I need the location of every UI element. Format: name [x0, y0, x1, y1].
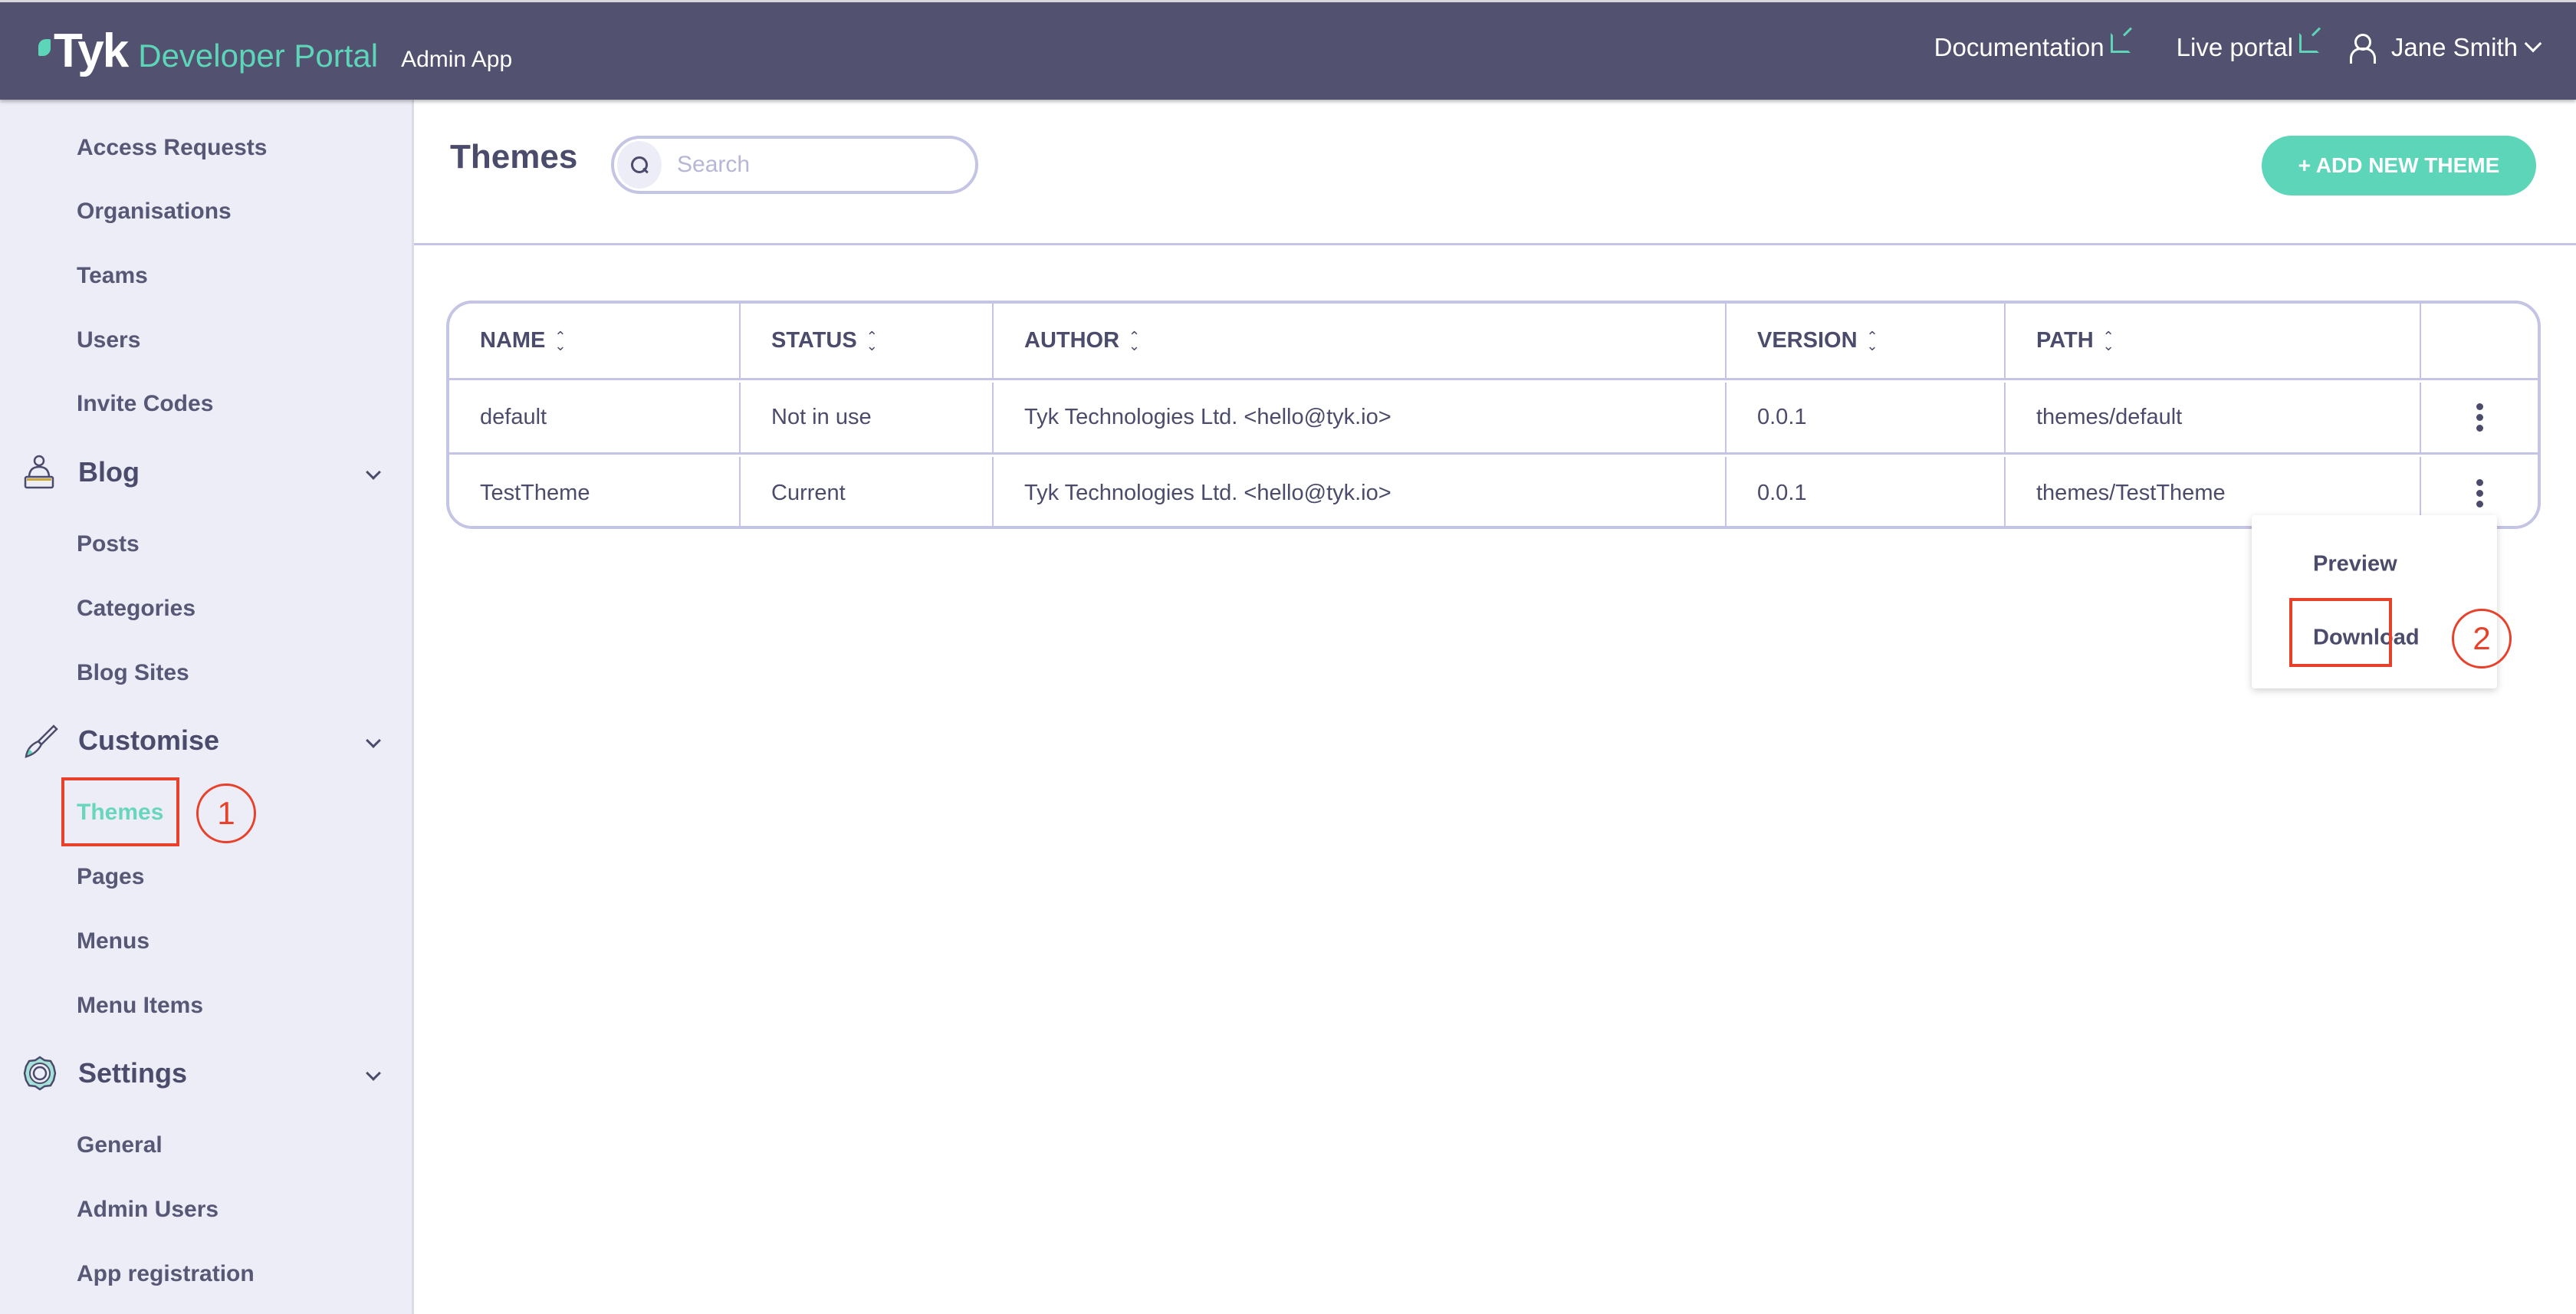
table-row: TestTheme Current Tyk Technologies Ltd. … [449, 457, 2538, 526]
chevron-down-icon [2524, 34, 2542, 53]
sidebar-item-blog-sites[interactable]: Blog Sites [77, 660, 189, 685]
table-header-row: NAME ⌃ ⌄ STATUS ⌃ ⌄ AUTHOR ⌃ ⌄ VERSION ⌃ ⌄ PATH ⌃… [449, 304, 2538, 380]
row-actions-button[interactable] [2421, 457, 2538, 526]
documentation-label: Documentation [1934, 33, 2104, 61]
user-menu[interactable]: Jane Smith [2390, 33, 2542, 62]
column-header-version[interactable]: VERSION ⌃ ⌄ [1727, 304, 2006, 378]
sort-icon: ⌃ ⌄ [2102, 328, 2114, 353]
column-label: STATUS [771, 328, 857, 353]
column-header-name[interactable]: NAME ⌃ ⌄ [449, 304, 741, 378]
add-new-theme-button[interactable]: + ADD NEW THEME [2262, 136, 2536, 195]
user-icon [2349, 34, 2376, 64]
blog-icon [23, 455, 55, 490]
cell-path: themes/default [2006, 383, 2421, 452]
cell-status: Current [741, 457, 994, 526]
cell-name: default [449, 383, 741, 452]
gear-icon [23, 1056, 57, 1091]
sort-icon: ⌃ ⌄ [554, 328, 567, 353]
tyk-leaf-icon [38, 39, 51, 56]
sidebar-item-menu-items[interactable]: Menu Items [77, 993, 204, 1018]
kebab-menu-icon [2476, 403, 2483, 432]
cell-path: themes/TestTheme [2006, 457, 2421, 526]
sort-icon: ⌃ ⌄ [866, 328, 878, 353]
annotation-box-download [2289, 598, 2392, 667]
page-title: Themes [450, 138, 578, 176]
external-link-icon [2110, 33, 2131, 53]
sidebar-item-invite-codes[interactable]: Invite Codes [77, 391, 214, 416]
cell-version: 0.0.1 [1727, 383, 2006, 452]
kebab-menu-icon [2476, 478, 2483, 508]
brand: Tyk [54, 25, 129, 77]
paintbrush-icon [23, 723, 58, 758]
cell-author: Tyk Technologies Ltd. <hello@tyk.io> [994, 383, 1727, 452]
sidebar-item-pages[interactable]: Pages [77, 864, 145, 889]
documentation-link[interactable]: Documentation [1934, 33, 2131, 62]
column-header-author[interactable]: AUTHOR ⌃ ⌄ [994, 304, 1727, 378]
live-portal-link[interactable]: Live portal [2177, 33, 2319, 62]
menu-item-preview[interactable]: Preview [2313, 551, 2397, 577]
sidebar-item-admin-users[interactable]: Admin Users [77, 1197, 219, 1222]
user-name: Jane Smith [2390, 33, 2518, 61]
sidebar-item-organisations[interactable]: Organisations [77, 199, 232, 224]
column-header-status[interactable]: STATUS ⌃ ⌄ [741, 304, 994, 378]
search-field[interactable] [611, 136, 978, 194]
window-top-edge [0, 0, 2576, 2]
chevron-down-icon [366, 1066, 381, 1081]
search-icon [617, 141, 662, 189]
menu-item-download[interactable]: Download [2313, 625, 2420, 650]
sidebar-item-app-registration[interactable]: App registration [77, 1261, 255, 1286]
column-label: NAME [480, 328, 546, 353]
annotation-step-2: 2 [2452, 609, 2512, 668]
annotation-box-themes [61, 777, 179, 846]
sidebar-item-general[interactable]: General [77, 1132, 163, 1158]
header-divider [414, 243, 2576, 245]
column-label: PATH [2036, 328, 2094, 353]
blog-label: Blog [78, 456, 140, 488]
chevron-down-icon [366, 733, 381, 748]
sidebar-section-settings[interactable]: Settings [23, 1056, 391, 1091]
sort-icon: ⌃ ⌄ [1866, 328, 1878, 353]
column-label: AUTHOR [1024, 328, 1120, 353]
chevron-down-icon [366, 465, 381, 480]
column-header-path[interactable]: PATH ⌃ ⌄ [2006, 304, 2421, 378]
sidebar-item-categories[interactable]: Categories [77, 596, 196, 621]
table-row: default Not in use Tyk Technologies Ltd.… [449, 383, 2538, 455]
sidebar-section-blog[interactable]: Blog [23, 455, 391, 490]
settings-label: Settings [78, 1057, 188, 1089]
sidebar-item-posts[interactable]: Posts [77, 531, 140, 557]
customise-label: Customise [78, 724, 220, 756]
sidebar-item-menus[interactable]: Menus [77, 928, 150, 954]
sidebar-section-customise[interactable]: Customise [23, 723, 391, 758]
logo[interactable]: Tyk Developer Portal Admin App [38, 24, 512, 78]
column-header-actions [2421, 304, 2538, 378]
cell-status: Not in use [741, 383, 994, 452]
search-input[interactable] [677, 152, 953, 178]
cell-name: TestTheme [449, 457, 741, 526]
themes-table: NAME ⌃ ⌄ STATUS ⌃ ⌄ AUTHOR ⌃ ⌄ VERSION ⌃ ⌄ PATH ⌃… [446, 301, 2541, 529]
sidebar-item-access-requests[interactable]: Access Requests [77, 135, 268, 160]
external-link-icon [2298, 33, 2319, 53]
annotation-step-1: 1 [196, 783, 256, 843]
live-portal-label: Live portal [2176, 33, 2293, 61]
sidebar-item-users[interactable]: Users [77, 327, 141, 353]
sidebar: Access Requests Organisations Teams User… [0, 100, 414, 1314]
cell-version: 0.0.1 [1727, 457, 2006, 526]
top-header: Tyk Developer Portal Admin App Documenta… [0, 2, 2576, 100]
column-label: VERSION [1757, 328, 1858, 353]
row-actions-menu: Preview Download [2252, 515, 2497, 688]
row-actions-button[interactable] [2421, 383, 2538, 452]
cell-author: Tyk Technologies Ltd. <hello@tyk.io> [994, 457, 1727, 526]
sort-icon: ⌃ ⌄ [1129, 328, 1141, 353]
app-name: Admin App [401, 47, 513, 72]
sidebar-item-teams[interactable]: Teams [77, 263, 148, 288]
sidebar-item-themes[interactable]: Themes [77, 800, 164, 825]
product-name: Developer Portal [138, 38, 379, 74]
